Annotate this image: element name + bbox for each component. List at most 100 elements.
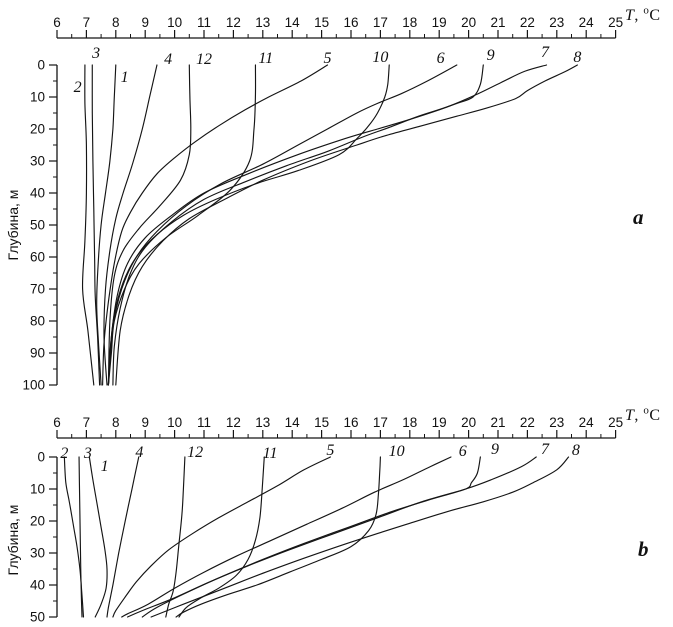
profile-curve-7-a — [112, 64, 548, 386]
t-tick-label-a: 14 — [285, 15, 301, 30]
t-tick-label-b: 22 — [520, 415, 535, 430]
t-tick-label-b: 12 — [226, 415, 241, 430]
t-tick-label-a: 25 — [608, 15, 623, 30]
t-tick-label-a: 12 — [226, 15, 241, 30]
t-tick-label-a: 20 — [461, 15, 476, 30]
t-tick-label-b: 20 — [461, 415, 476, 430]
t-tick-label-b: 25 — [608, 415, 623, 430]
curve-label-8-a: 8 — [573, 49, 581, 66]
curve-label-3-b: 3 — [83, 445, 92, 462]
t-tick-label-b: 17 — [373, 415, 388, 430]
t-tick-label-b: 9 — [141, 415, 149, 430]
depth-tick-label-a: 40 — [30, 186, 45, 201]
depth-tick-label-a: 10 — [30, 90, 45, 105]
profile-curve-3-a — [91, 64, 101, 386]
t-tick-label-a: 24 — [579, 15, 595, 30]
panel-letter-a: a — [633, 205, 644, 229]
t-tick-label-b: 24 — [579, 415, 595, 430]
t-tick-label-b: 6 — [53, 415, 61, 430]
depth-tick-label-b: 50 — [30, 610, 45, 625]
curve-label-9-a: 9 — [487, 47, 495, 64]
depth-tick-label-a: 30 — [30, 154, 45, 169]
depth-tick-label-a: 20 — [30, 122, 45, 137]
t-tick-label-b: 15 — [314, 415, 329, 430]
curve-label-11-a: 11 — [258, 50, 273, 67]
t-tick-label-a: 8 — [112, 15, 120, 30]
depth-tick-label-a: 70 — [30, 282, 45, 297]
t-tick-label-a: 16 — [343, 15, 358, 30]
profile-curve-12-b — [165, 456, 186, 618]
profile-curve-1-b — [88, 456, 108, 618]
t-axis-symbol: T — [625, 407, 635, 424]
t-tick-label-a: 6 — [53, 15, 61, 30]
curve-label-6-b: 6 — [459, 443, 467, 460]
curve-label-1-b: 1 — [101, 458, 109, 475]
depth-axis-title-a: Глубина, м — [5, 189, 21, 261]
depth-tick-label-a: 0 — [37, 58, 45, 73]
t-tick-label-a: 17 — [373, 15, 388, 30]
curve-label-10-a: 10 — [372, 49, 388, 66]
t-tick-label-b: 8 — [112, 415, 120, 430]
curve-label-5-b: 5 — [326, 442, 334, 459]
profile-curve-6-a — [107, 64, 458, 386]
t-tick-label-a: 11 — [197, 15, 211, 30]
t-tick-label-a: 15 — [314, 15, 329, 30]
profile-curve-4-a — [103, 64, 158, 386]
depth-tick-label-b: 0 — [37, 450, 45, 465]
curve-label-12-b: 12 — [187, 444, 203, 461]
depth-tick-label-a: 90 — [30, 346, 45, 361]
depth-tick-label-b: 30 — [30, 546, 45, 561]
t-axis-sep: , — [634, 407, 644, 424]
profile-curve-11-b — [178, 456, 265, 618]
t-axis-symbol: T — [625, 7, 635, 24]
t-tick-label-a: 21 — [490, 15, 505, 30]
panel-letter-b: b — [638, 537, 649, 561]
curve-label-5-a: 5 — [323, 50, 331, 67]
profile-curve-12-a — [107, 64, 192, 386]
depth-tick-label-a: 50 — [30, 218, 45, 233]
t-tick-label-a: 23 — [549, 15, 564, 30]
profile-curve-5-b — [112, 456, 331, 618]
t-tick-label-b: 23 — [549, 415, 564, 430]
profile-curve-2-a — [81, 64, 95, 386]
curve-label-8-b: 8 — [572, 442, 580, 459]
t-tick-label-b: 10 — [167, 415, 182, 430]
t-tick-label-b: 18 — [402, 415, 417, 430]
curve-label-7-b: 7 — [541, 441, 550, 458]
profile-curve-9-a — [107, 64, 484, 386]
curve-label-6-a: 6 — [437, 50, 445, 67]
depth-axis-title-b: Глубина, м — [5, 504, 21, 576]
profile-curve-8-b — [150, 456, 570, 618]
t-tick-label-a: 7 — [83, 15, 91, 30]
t-axis-sep: , — [634, 7, 644, 24]
t-tick-label-a: 10 — [167, 15, 182, 30]
t-tick-label-b: 14 — [285, 415, 301, 430]
profile-curve-10-a — [107, 64, 390, 386]
t-tick-label-a: 19 — [432, 15, 447, 30]
curve-label-4-a: 4 — [164, 51, 172, 68]
depth-tick-label-a: 60 — [30, 250, 45, 265]
t-axis-degree-sup: o — [643, 404, 650, 417]
depth-tick-label-a: 80 — [30, 314, 45, 329]
curve-label-11-b: 11 — [263, 445, 278, 462]
t-tick-label-b: 21 — [490, 415, 505, 430]
depth-tick-label-a: 100 — [22, 378, 45, 393]
t-tick-label-a: 18 — [402, 15, 417, 30]
profile-curve-3-b — [78, 456, 83, 618]
t-axis-unit-label-a: T, oC — [625, 5, 661, 25]
curve-label-10-b: 10 — [389, 443, 405, 460]
t-axis-unit: C — [649, 407, 661, 424]
profile-curve-10-b — [175, 456, 381, 618]
t-tick-label-b: 11 — [197, 415, 211, 430]
profile-curve-4-b — [106, 456, 140, 618]
t-tick-label-b: 19 — [432, 415, 447, 430]
profile-curve-8-a — [115, 64, 578, 386]
t-tick-label-a: 13 — [255, 15, 270, 30]
profile-curve-7-b — [127, 456, 537, 618]
t-tick-label-b: 16 — [343, 415, 358, 430]
curve-label-12-a: 12 — [196, 51, 212, 68]
curve-label-7-a: 7 — [541, 44, 550, 61]
t-tick-label-b: 13 — [255, 415, 270, 430]
